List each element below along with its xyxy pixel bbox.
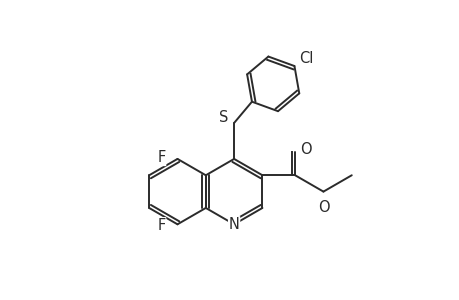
Text: S: S bbox=[218, 110, 228, 125]
Text: F: F bbox=[157, 150, 165, 165]
Text: O: O bbox=[299, 142, 311, 157]
Text: N: N bbox=[228, 217, 239, 232]
Text: O: O bbox=[317, 200, 329, 214]
Text: F: F bbox=[157, 218, 165, 233]
Text: Cl: Cl bbox=[299, 51, 313, 66]
